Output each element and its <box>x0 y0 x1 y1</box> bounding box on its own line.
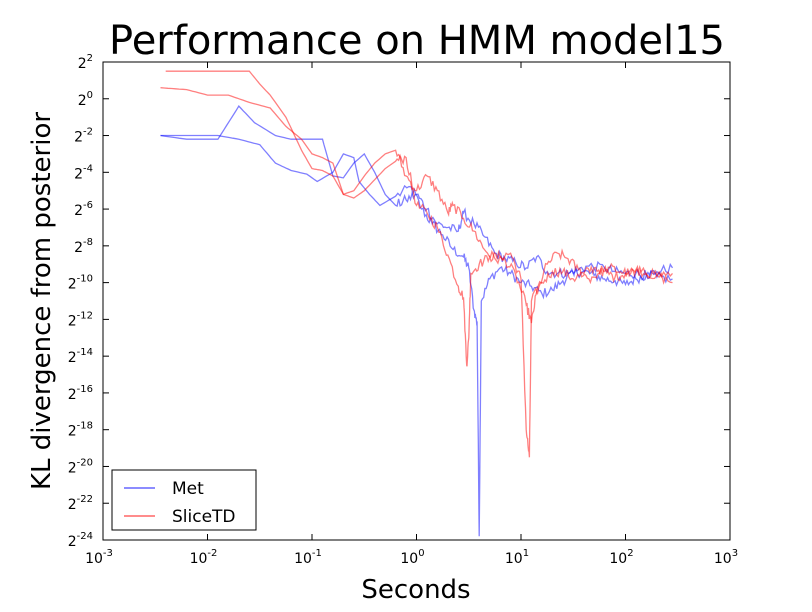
y-tick-label: 2-2 <box>74 127 93 146</box>
x-tick-label: 101 <box>505 548 529 567</box>
y-axis-label: KL divergence from posterior <box>27 112 57 490</box>
y-tick-label: 20 <box>78 90 93 109</box>
series-line-met-2 <box>160 105 673 284</box>
y-tick-label: 2-24 <box>68 531 93 550</box>
y-tick-label: 2-16 <box>68 384 93 403</box>
x-axis-label: Seconds <box>361 575 470 605</box>
y-tick-label: 2-22 <box>68 494 93 513</box>
y-tick-label: 2-4 <box>74 163 93 182</box>
y-tick-label: 2-14 <box>68 347 93 366</box>
legend-label-met: Met <box>172 479 204 499</box>
y-tick-label: 2-10 <box>68 274 93 293</box>
legend-box <box>111 469 257 531</box>
series-layer <box>160 70 674 537</box>
x-tick-label: 103 <box>714 548 738 567</box>
legend: Met SliceTD <box>111 469 257 531</box>
series-line-slicetd-2 <box>160 87 673 324</box>
y-tick-label: 2-12 <box>68 310 93 329</box>
x-tick-label: 10-3 <box>85 548 113 567</box>
series-line-slicetd-1 <box>165 70 673 458</box>
x-tick-label: 10-1 <box>294 548 322 567</box>
y-tick-label: 2-8 <box>74 237 93 256</box>
y-tick-label: 2-6 <box>74 200 93 219</box>
chart-title: Performance on HMM model15 <box>109 18 725 64</box>
legend-label-slicetd: SliceTD <box>172 507 236 527</box>
x-tick-label: 10-2 <box>190 548 218 567</box>
y-tick-label: 2-18 <box>68 421 93 440</box>
x-tick-label: 100 <box>400 548 424 567</box>
y-tick-label: 2-20 <box>68 457 93 476</box>
plot-frame <box>102 61 731 541</box>
series-line-met-1 <box>160 134 674 537</box>
x-tick-label: 102 <box>609 548 633 567</box>
y-tick-label: 22 <box>78 53 93 72</box>
